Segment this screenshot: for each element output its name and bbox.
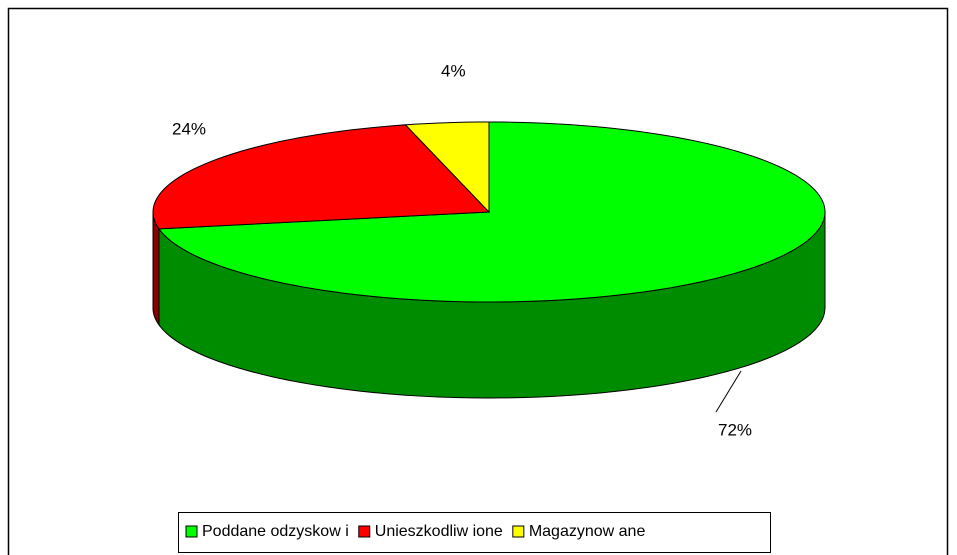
legend-box: [178, 512, 771, 553]
legend-label: Magazynow ane: [529, 523, 646, 540]
legend-swatch: [512, 525, 525, 538]
legend-swatch: [358, 525, 371, 538]
slice-side: [152, 211, 160, 327]
slice: [152, 124, 491, 230]
legend-label: Poddane odzyskow i: [202, 523, 349, 540]
data-label: 4%: [441, 61, 466, 80]
data-label: 72%: [718, 420, 752, 439]
legend-swatch: [185, 525, 198, 538]
pie: [152, 121, 826, 399]
legend: Poddane odzyskow i Unieszkodliw ione Magaz…: [178, 512, 771, 553]
legend-label: Unieszkodliw ione: [375, 523, 503, 540]
slice: [404, 121, 490, 214]
data-label: 24%: [172, 119, 206, 138]
leader-line: [715, 370, 742, 413]
slice: [157, 121, 826, 303]
